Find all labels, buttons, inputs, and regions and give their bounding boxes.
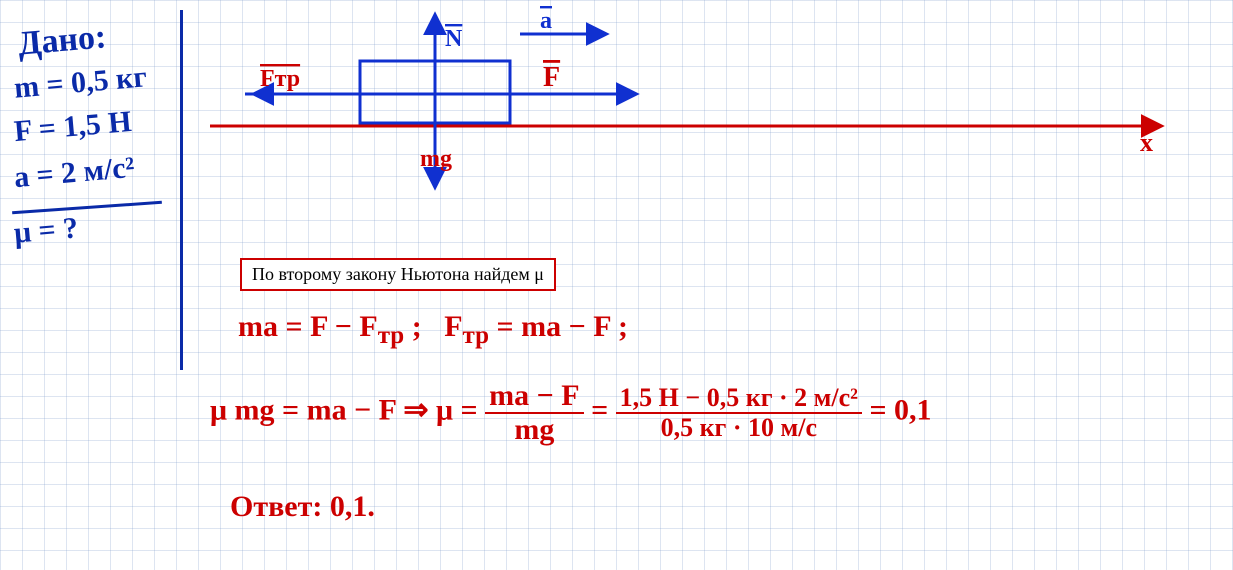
eq1-tail: = ma − F ; xyxy=(497,310,628,343)
axis-label-x: x xyxy=(1140,128,1153,157)
eq2-eq: = xyxy=(591,393,608,426)
label-F: F xyxy=(543,62,560,93)
vertical-separator xyxy=(180,10,183,370)
eq1-rsub: тр xyxy=(463,322,490,349)
eq2-frac1: ma − F mg xyxy=(485,380,583,445)
label-a: a xyxy=(540,8,552,34)
eq2-tail: = 0,1 xyxy=(869,393,931,426)
eq2-lead: μ mg = ma − F ⇒ μ = xyxy=(210,393,478,426)
eq2-f2-num: 1,5 H − 0,5 кг · 2 м/с² xyxy=(616,384,862,413)
eq1-left: ma = F − F xyxy=(238,310,378,343)
label-mg: mg xyxy=(420,146,452,172)
label-N: N xyxy=(445,26,463,52)
given-unknown: μ = ? xyxy=(13,211,80,250)
eq2-f1-num: ma − F xyxy=(485,380,583,414)
eq-line2: μ mg = ma − F ⇒ μ = ma − F mg = 1,5 H − … xyxy=(210,380,932,445)
eq-line1: ma = F − Fтр ; Fтр = ma − F ; xyxy=(238,310,628,350)
given-title: Дано: xyxy=(17,18,108,64)
eq1-sub: тр xyxy=(378,322,405,349)
eq2-f1-den: mg xyxy=(485,414,583,446)
newton-law-note: По второму закону Ньютона найдем μ xyxy=(240,258,556,291)
eq1-right: F xyxy=(444,310,462,343)
label-Ftr: Fтр xyxy=(260,66,300,92)
free-body-diagram: x a F N Fтр mg xyxy=(200,6,1180,206)
answer-line: Ответ: 0,1. xyxy=(230,490,375,524)
eq2-f2-den: 0,5 кг · 10 м/с xyxy=(616,414,862,441)
eq2-frac2: 1,5 H − 0,5 кг · 2 м/с² 0,5 кг · 10 м/с xyxy=(616,384,862,441)
